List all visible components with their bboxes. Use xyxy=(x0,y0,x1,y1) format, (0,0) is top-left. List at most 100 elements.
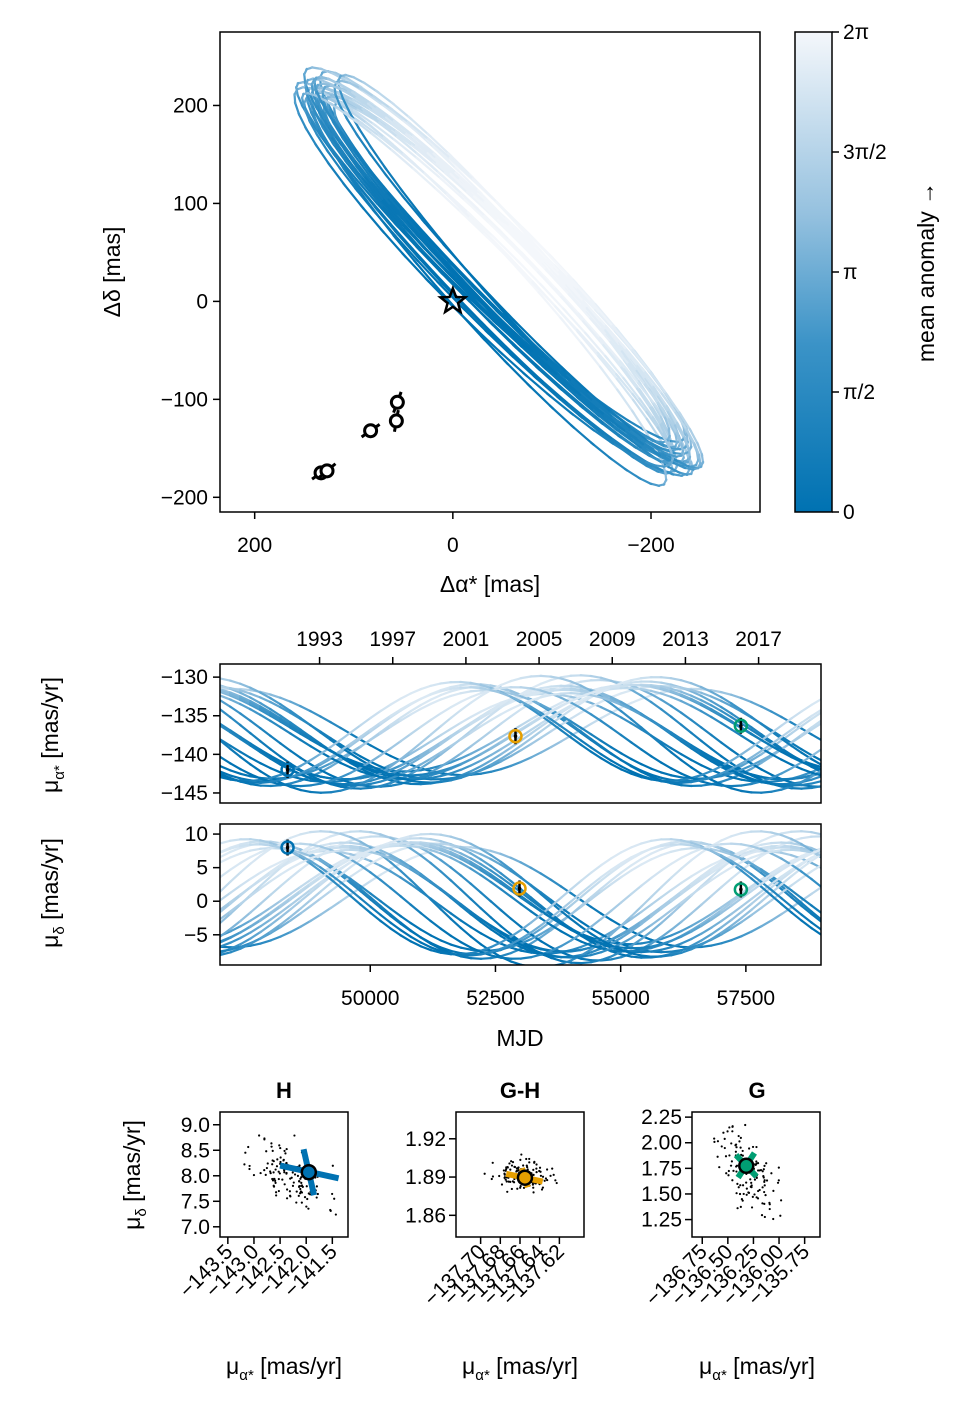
sample-point xyxy=(735,1146,738,1149)
sample-point xyxy=(768,1201,771,1204)
orbit-segment xyxy=(572,286,600,315)
orbit-segment xyxy=(544,268,574,299)
pm-dec-frame xyxy=(219,823,822,966)
sample-point xyxy=(741,1149,744,1153)
orbit-segment xyxy=(515,326,545,355)
orbit-segment xyxy=(577,312,605,343)
pm-curve-segment xyxy=(589,887,603,899)
pm-curve-segment xyxy=(809,909,821,921)
orbit-segment xyxy=(629,358,649,383)
pm-curve-segment xyxy=(220,880,233,893)
orbit-segment xyxy=(567,293,595,324)
orbit-segment xyxy=(516,342,548,371)
pm-ytick-label: 10 xyxy=(185,823,208,846)
orbit-segment xyxy=(512,330,543,359)
orbit-segment xyxy=(497,349,528,378)
epoch-ytick-label: 7.5 xyxy=(181,1190,210,1213)
orbit-segment xyxy=(408,244,438,276)
orbit-segment xyxy=(383,172,407,201)
orbit-segment xyxy=(560,365,589,393)
sample-point xyxy=(739,1146,742,1149)
orbit-segment xyxy=(415,156,445,183)
orbit-segment xyxy=(392,234,419,266)
sample-point xyxy=(263,1169,266,1172)
orbit-segment xyxy=(339,158,360,184)
orbit-segment xyxy=(466,211,497,241)
orbit-segment xyxy=(365,165,388,193)
orbit-segment xyxy=(625,348,649,377)
orbit-segment xyxy=(538,377,568,404)
sample-point xyxy=(278,1144,281,1147)
sample-point xyxy=(541,1186,545,1189)
orbit-segment xyxy=(616,388,636,415)
sky-ytick-label: −100 xyxy=(161,388,208,411)
sample-point xyxy=(271,1163,274,1166)
sky-obs-point xyxy=(388,413,404,429)
pm-curve-segment xyxy=(809,886,821,896)
pm-curve-segment xyxy=(809,861,821,869)
pm-curve-segment xyxy=(679,858,693,871)
pm-obs-point xyxy=(508,728,523,744)
pm-curve-segment xyxy=(379,904,393,917)
orbit-segment xyxy=(342,182,365,211)
sample-point xyxy=(760,1214,764,1217)
orbit-segment xyxy=(349,145,370,171)
orbit-segment xyxy=(350,155,372,182)
epoch-ytick-label: 1.50 xyxy=(641,1183,682,1206)
orbit-segment xyxy=(674,411,689,433)
orbit-segment xyxy=(604,329,626,356)
orbit-segment xyxy=(293,87,299,97)
sample-point xyxy=(504,1169,507,1172)
orbit-segment xyxy=(463,198,495,228)
orbit-segment xyxy=(483,214,513,245)
sample-point xyxy=(544,1177,548,1180)
orbit-segment xyxy=(584,331,610,361)
sample-point xyxy=(776,1181,780,1184)
sample-point xyxy=(283,1171,286,1174)
pm-curve-segment xyxy=(809,904,821,915)
pm-xtick-label: 50000 xyxy=(341,987,399,1010)
orbit-segment xyxy=(596,351,620,379)
orbit-segment xyxy=(637,382,658,408)
pm-obs-center xyxy=(285,845,290,850)
orbit-segment xyxy=(378,194,404,224)
orbit-segment xyxy=(503,359,532,389)
sample-point xyxy=(303,1196,307,1199)
orbit-segment xyxy=(420,242,450,275)
sample-point xyxy=(483,1172,486,1175)
orbit-segment xyxy=(304,78,309,87)
sample-point xyxy=(730,1142,733,1145)
sample-point xyxy=(739,1136,742,1139)
orbit-segment xyxy=(368,151,389,178)
sample-point xyxy=(282,1158,285,1161)
orbit-segment xyxy=(327,132,346,157)
sample-point xyxy=(525,1157,528,1161)
pm-curve-segment xyxy=(419,888,433,902)
panel-title-H: H xyxy=(276,1078,292,1103)
sample-point xyxy=(511,1180,515,1183)
sample-point xyxy=(272,1177,276,1180)
sample-point xyxy=(741,1154,744,1157)
orbit-segment xyxy=(313,76,318,84)
pm-curve-segment xyxy=(248,902,263,914)
orbit-segment xyxy=(536,342,566,372)
orbit-segment xyxy=(546,366,577,394)
pm-curve-segment xyxy=(399,869,413,882)
sample-point xyxy=(761,1170,764,1173)
orbit-segment xyxy=(533,249,565,281)
pm-curve-segment xyxy=(258,893,273,906)
colorbar-tick-label: 2π xyxy=(843,21,869,44)
sample-point xyxy=(765,1162,768,1165)
orbit-segment xyxy=(338,166,359,193)
colorbar-label: mean anomaly → xyxy=(913,182,939,362)
orbit-segment xyxy=(434,157,465,184)
pm-curve-segment xyxy=(809,877,821,888)
orbit-segment xyxy=(458,178,490,207)
sample-point xyxy=(731,1125,734,1128)
orbit-segment xyxy=(468,279,498,310)
orbit-segment xyxy=(618,341,642,370)
sample-point xyxy=(533,1161,536,1164)
sample-point xyxy=(738,1192,742,1196)
sample-point xyxy=(545,1168,549,1171)
colorbar-tick-label: 3π/2 xyxy=(843,141,887,164)
